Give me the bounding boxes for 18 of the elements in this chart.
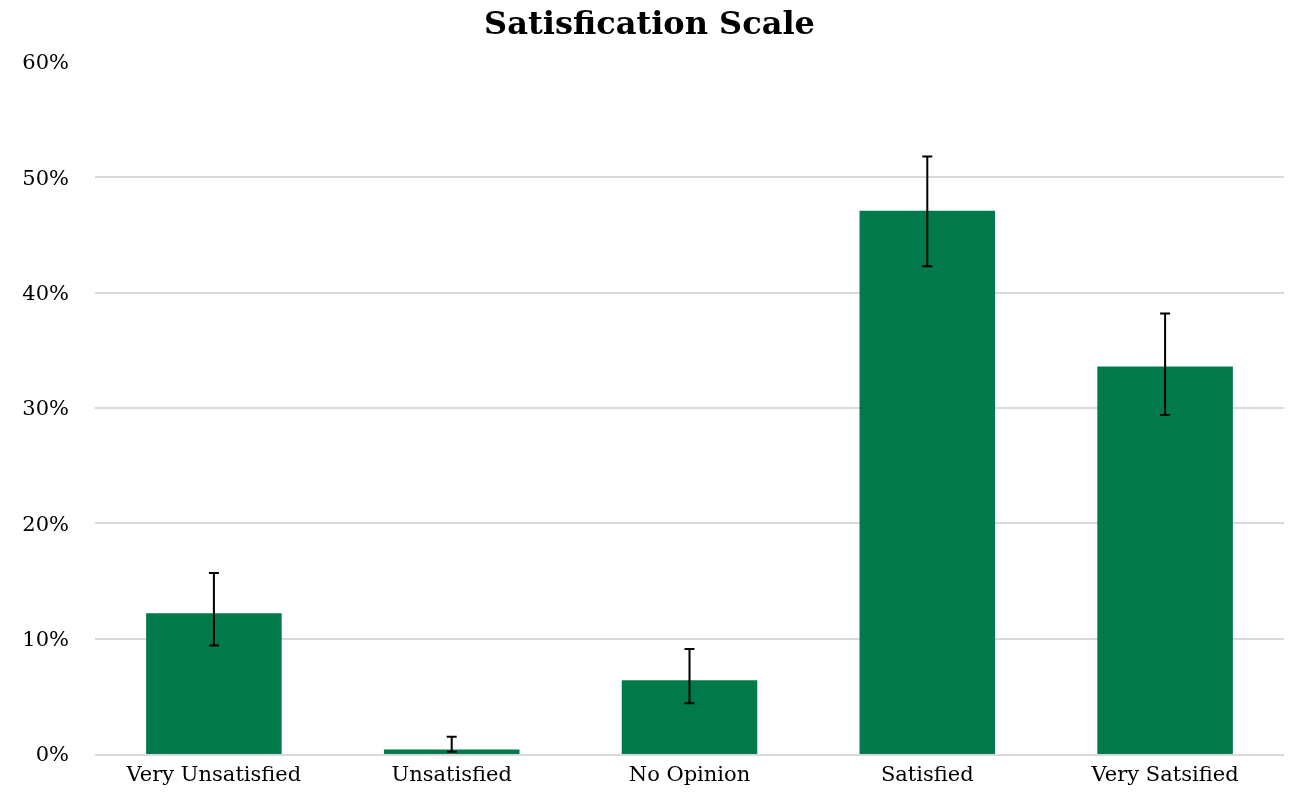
- chart-title: Satisfication Scale: [484, 4, 815, 43]
- x-tick-label: Satisfied: [880, 762, 974, 787]
- y-tick-label: 10%: [22, 627, 69, 652]
- y-tick-label: 20%: [22, 511, 69, 536]
- bar: [859, 210, 996, 754]
- bar: [621, 680, 758, 754]
- bar: [146, 613, 282, 754]
- y-tick-label: 60%: [22, 50, 69, 75]
- bar: [383, 749, 520, 754]
- x-tick-label: No Opinion: [628, 762, 751, 787]
- y-tick-label: 30%: [22, 396, 69, 421]
- x-tick-label: Very Satsified: [1090, 762, 1239, 787]
- x-tick-label: Very Unsatisfied: [125, 762, 302, 787]
- y-tick-label: 0%: [35, 742, 69, 767]
- x-tick-label: Unsatisfied: [391, 762, 512, 787]
- bar: [1097, 366, 1233, 754]
- y-tick-label: 50%: [22, 165, 69, 190]
- y-tick-label: 40%: [22, 281, 69, 306]
